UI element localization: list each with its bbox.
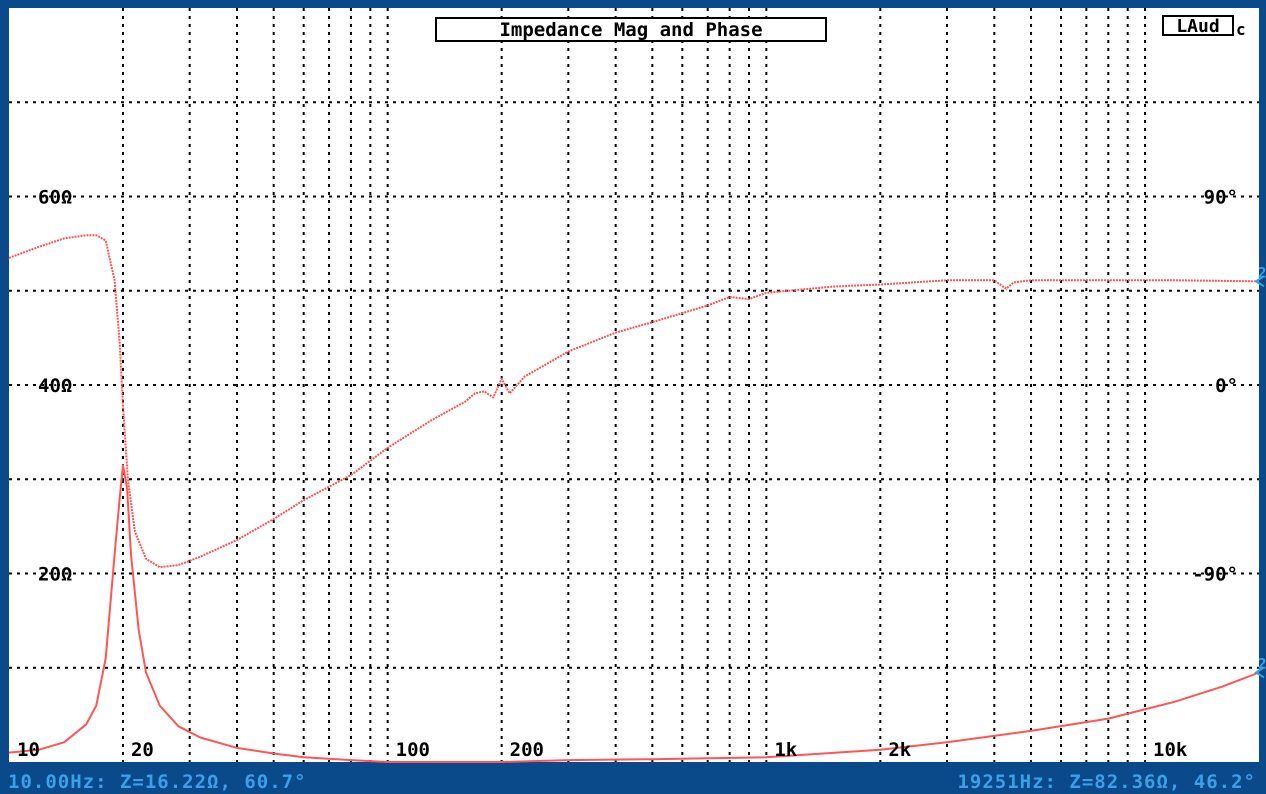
trace-end-marker — [1254, 275, 1265, 288]
trace-marker-label: 2 — [1258, 265, 1266, 281]
cursor-readout-right: 19251Hz: Z=82.36Ω, 46.2° — [957, 771, 1256, 793]
y-left-tick-label: 40Ω — [38, 375, 72, 397]
y-right-tick-label: 0° — [1215, 375, 1238, 397]
trace-marker-label: 2 — [1258, 656, 1266, 672]
logo-box — [1162, 15, 1234, 36]
y-left-tick-label: 20Ω — [38, 564, 72, 586]
impedance-chart: 2 2 10 20 100 200 1k 2k 10k 60Ω 40Ω 20Ω 90° 0° -90° I… — [8, 8, 1266, 763]
title-box — [435, 17, 827, 42]
logo-text: LAud — [1176, 16, 1219, 37]
x-tick-label: 1k — [774, 739, 797, 761]
x-tick-label: 100 — [396, 739, 430, 761]
impedance-phase-trace — [8, 234, 1260, 569]
y-left-tick-label: 60Ω — [38, 187, 72, 209]
trace-end-marker — [1254, 666, 1265, 679]
status-bar: 10.00Hz: Z=16.22Ω, 60.7° 19251Hz: Z=82.3… — [0, 770, 1266, 794]
x-tick-label: 20 — [131, 739, 154, 761]
x-tick-label: 200 — [510, 739, 544, 761]
y-right-tick-label: -90° — [1192, 564, 1238, 586]
y-right-tick-label: 90° — [1204, 187, 1238, 209]
x-tick-label: 2k — [888, 739, 911, 761]
x-tick-label: 10k — [1153, 739, 1188, 761]
x-tick-label: 10 — [17, 739, 40, 761]
impedance-magnitude-trace — [8, 464, 1260, 763]
logo-suffix: c — [1236, 20, 1246, 39]
chart-title: Impedance Mag and Phase — [499, 19, 762, 41]
cursor-readout-left: 10.00Hz: Z=16.22Ω, 60.7° — [8, 771, 307, 793]
